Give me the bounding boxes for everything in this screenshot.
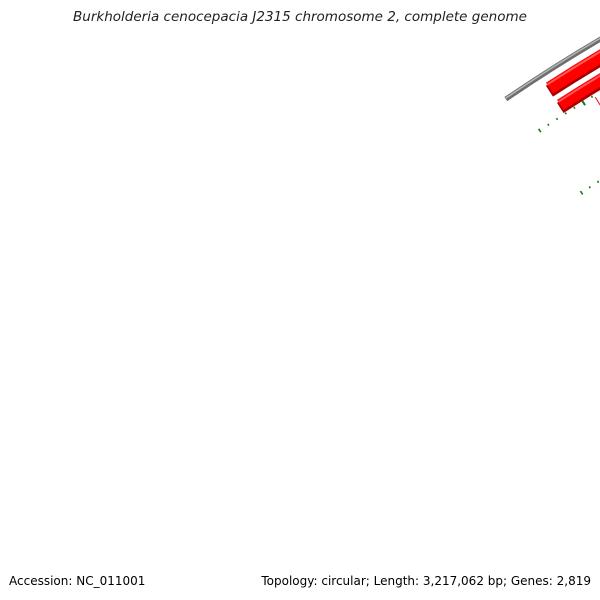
outer-scale-tick <box>555 117 559 121</box>
gene-BCAM1215 <box>557 73 600 114</box>
map-title: Burkholderia cenocepacia J2315 chromosom… <box>73 9 527 25</box>
gene-BCAM1215-highlight <box>557 74 600 103</box>
features-layer <box>545 49 600 114</box>
topology-summary-text: Topology: circular; Length: 3,217,062 bp… <box>261 574 591 588</box>
callout-line-BCAM1215 <box>594 96 600 106</box>
outer-scale-tick <box>537 128 542 133</box>
cds-9 <box>545 49 600 97</box>
outer-scale-tick <box>590 95 594 99</box>
accession-text: Accession: NC_011001 <box>9 574 146 588</box>
inner-scale-tick <box>596 180 600 184</box>
outer-scale-tick <box>573 106 576 110</box>
scale-ticks-layer: 1321 kbp1322 kbp1323 kbp1324 kbp1325 kbp… <box>537 90 600 195</box>
outer-scale-tick <box>547 123 550 127</box>
outer-scale-tick <box>564 112 567 115</box>
cds-9-highlight <box>546 50 600 86</box>
inner-scale-tick <box>579 190 584 195</box>
inner-scale-tick <box>588 185 592 189</box>
